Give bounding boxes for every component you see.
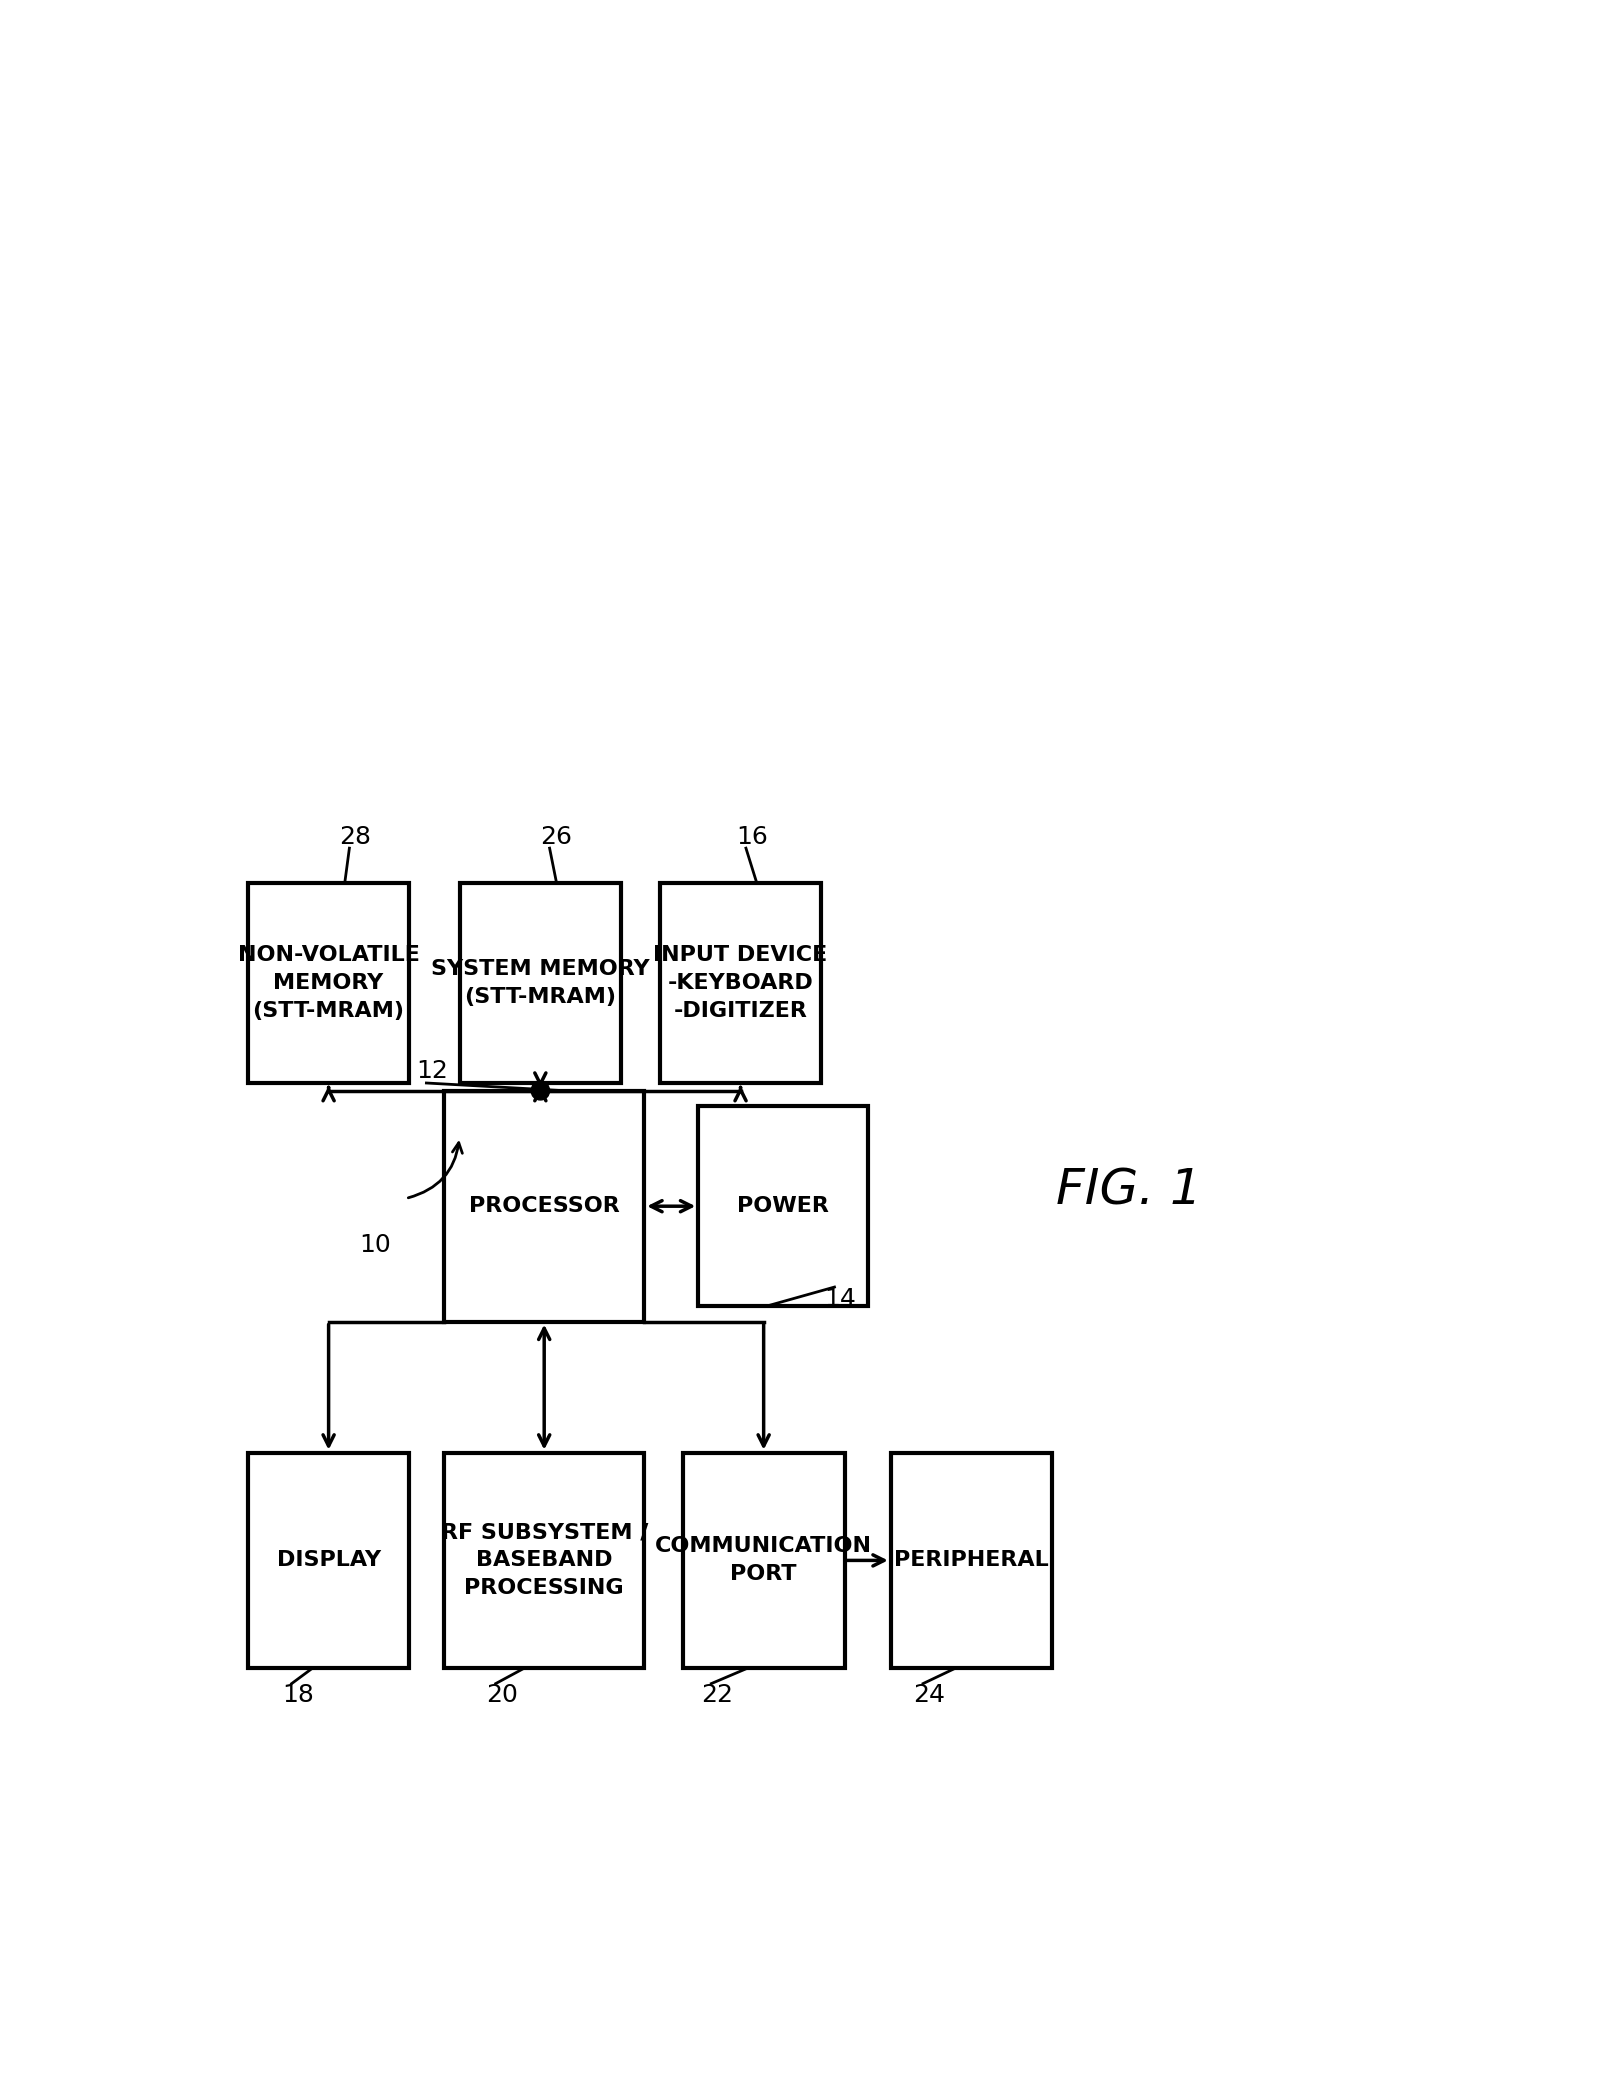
Text: INPUT DEVICE
-KEYBOARD
-DIGITIZER: INPUT DEVICE -KEYBOARD -DIGITIZER <box>654 945 828 1020</box>
Bar <box>445 1452 644 1668</box>
Text: 20: 20 <box>487 1682 517 1707</box>
Bar <box>248 1452 409 1668</box>
Text: SYSTEM MEMORY
(STT-MRAM): SYSTEM MEMORY (STT-MRAM) <box>432 960 649 1008</box>
Bar <box>698 1106 868 1307</box>
Text: NON-VOLATILE
MEMORY
(STT-MRAM): NON-VOLATILE MEMORY (STT-MRAM) <box>238 945 419 1020</box>
Text: FIG. 1: FIG. 1 <box>1057 1167 1202 1215</box>
Text: 22: 22 <box>701 1682 733 1707</box>
Text: 26: 26 <box>540 825 572 848</box>
Bar <box>659 882 822 1083</box>
Text: COMMUNICATION
PORT: COMMUNICATION PORT <box>656 1536 872 1584</box>
Bar <box>891 1452 1052 1668</box>
Text: 18: 18 <box>282 1682 314 1707</box>
Text: 28: 28 <box>340 825 372 848</box>
Text: PROCESSOR: PROCESSOR <box>469 1196 620 1217</box>
Bar <box>459 882 622 1083</box>
Text: 14: 14 <box>825 1286 857 1311</box>
Text: 10: 10 <box>359 1232 391 1257</box>
Circle shape <box>532 1081 549 1100</box>
Text: 16: 16 <box>736 825 768 848</box>
Text: PERIPHERAL: PERIPHERAL <box>894 1550 1049 1571</box>
Bar <box>445 1091 644 1322</box>
Bar <box>683 1452 844 1668</box>
Text: 12: 12 <box>417 1060 448 1083</box>
Text: 24: 24 <box>913 1682 946 1707</box>
Text: DISPLAY: DISPLAY <box>277 1550 380 1571</box>
Bar <box>248 882 409 1083</box>
Text: RF SUBSYSTEM /
BASEBAND
PROCESSING: RF SUBSYSTEM / BASEBAND PROCESSING <box>440 1523 648 1598</box>
Text: POWER: POWER <box>736 1196 828 1217</box>
